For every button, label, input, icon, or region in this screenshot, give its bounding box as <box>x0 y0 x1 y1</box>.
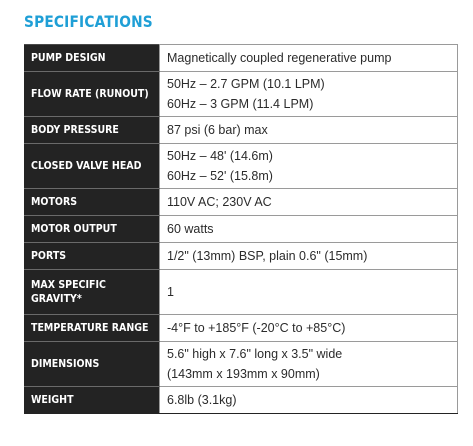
spec-value: 5.6" high x 7.6" long x 3.5" wide (143mm… <box>159 341 458 387</box>
spec-row-temperature-range: TEMPERATURE RANGE -4°F to +185°F (-20°C … <box>24 314 458 342</box>
spec-label: MOTORS <box>24 188 160 216</box>
spec-row-closed-valve-head: CLOSED VALVE HEAD 50Hz – 48' (14.6m) 60H… <box>24 143 458 189</box>
spec-value: 87 psi (6 bar) max <box>159 116 458 144</box>
spec-value: 50Hz – 48' (14.6m) 60Hz – 52' (15.8m) <box>159 143 458 189</box>
spec-value: 60 watts <box>159 215 458 243</box>
spec-label: WEIGHT <box>24 386 160 414</box>
spec-value: 6.8lb (3.1kg) <box>159 386 458 414</box>
spec-label: PORTS <box>24 242 160 270</box>
spec-value: 1/2" (13mm) BSP, plain 0.6" (15mm) <box>159 242 458 270</box>
spec-label: PUMP DESIGN <box>24 44 160 72</box>
spec-label: MAX SPECIFIC GRAVITY* <box>24 269 160 315</box>
spec-value: -4°F to +185°F (-20°C to +85°C) <box>159 314 458 342</box>
spec-label: MOTOR OUTPUT <box>24 215 160 243</box>
spec-value: 1 <box>159 269 458 315</box>
spec-row-motor-output: MOTOR OUTPUT 60 watts <box>24 215 458 243</box>
spec-value: 50Hz – 2.7 GPM (10.1 LPM) 60Hz – 3 GPM (… <box>159 71 458 117</box>
spec-row-dimensions: DIMENSIONS 5.6" high x 7.6" long x 3.5" … <box>24 341 458 387</box>
spec-label: TEMPERATURE RANGE <box>24 314 160 342</box>
spec-value: 110V AC; 230V AC <box>159 188 458 216</box>
specifications-title: SPECIFICATIONS <box>24 12 153 31</box>
spec-row-flow-rate: FLOW RATE (RUNOUT) 50Hz – 2.7 GPM (10.1 … <box>24 71 458 117</box>
spec-row-body-pressure: BODY PRESSURE 87 psi (6 bar) max <box>24 116 458 144</box>
spec-row-weight: WEIGHT 6.8lb (3.1kg) <box>24 386 458 414</box>
specifications-table: PUMP DESIGN Magnetically coupled regener… <box>24 44 458 414</box>
spec-label: FLOW RATE (RUNOUT) <box>24 71 160 117</box>
spec-label: BODY PRESSURE <box>24 116 160 144</box>
spec-row-ports: PORTS 1/2" (13mm) BSP, plain 0.6" (15mm) <box>24 242 458 270</box>
spec-row-pump-design: PUMP DESIGN Magnetically coupled regener… <box>24 44 458 72</box>
spec-label: DIMENSIONS <box>24 341 160 387</box>
spec-value: Magnetically coupled regenerative pump <box>159 44 458 72</box>
spec-row-max-specific-gravity: MAX SPECIFIC GRAVITY* 1 <box>24 269 458 315</box>
spec-row-motors: MOTORS 110V AC; 230V AC <box>24 188 458 216</box>
spec-label: CLOSED VALVE HEAD <box>24 143 160 189</box>
